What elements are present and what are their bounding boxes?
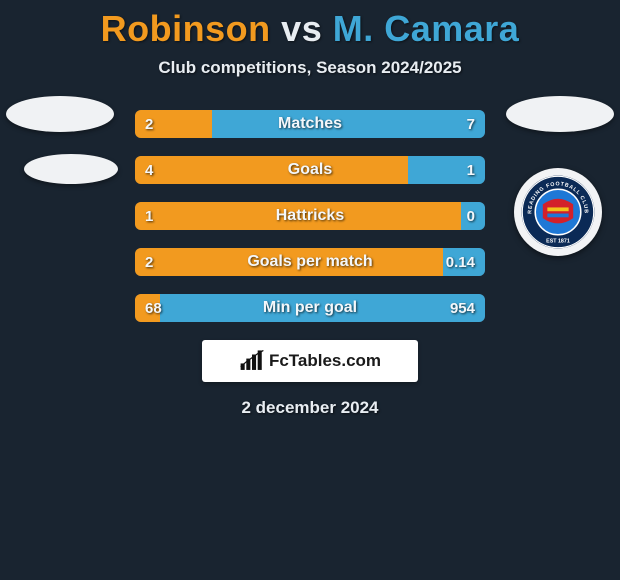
page-title: Robinson vs M. Camara — [0, 0, 620, 50]
brand-box: FcTables.com — [202, 340, 418, 382]
bars-icon — [239, 350, 265, 372]
stat-right-bar — [160, 294, 486, 322]
player2-crest-placeholder-1 — [506, 96, 614, 132]
player2-name: M. Camara — [333, 8, 520, 49]
player1-crest-placeholder-2 — [24, 154, 118, 184]
stat-row: Min per goal68954 — [135, 294, 485, 322]
stat-left-bar — [135, 110, 212, 138]
stat-left-bar — [135, 248, 443, 276]
vs-text: vs — [281, 8, 322, 49]
stat-row: Hattricks10 — [135, 202, 485, 230]
stat-right-bar — [443, 248, 485, 276]
stat-row: Goals per match20.14 — [135, 248, 485, 276]
subtitle: Club competitions, Season 2024/2025 — [0, 58, 620, 78]
player2-club-badge: READING FOOTBALL CLUB EST 1871 — [514, 168, 602, 256]
player1-crest-placeholder-1 — [6, 96, 114, 132]
comparison-content: READING FOOTBALL CLUB EST 1871 Matches27… — [0, 110, 620, 418]
player1-name: Robinson — [101, 8, 271, 49]
stat-row: Matches27 — [135, 110, 485, 138]
stat-left-bar — [135, 156, 408, 184]
stat-right-bar — [212, 110, 485, 138]
svg-text:EST 1871: EST 1871 — [546, 238, 570, 244]
date-text: 2 december 2024 — [0, 398, 620, 418]
stat-right-bar — [461, 202, 486, 230]
stat-left-bar — [135, 202, 461, 230]
stat-row: Goals41 — [135, 156, 485, 184]
stat-bars: Matches27 Goals41 Hattricks10 Goals per mat… — [135, 110, 485, 322]
brand-text: FcTables.com — [269, 351, 381, 371]
stat-left-bar — [135, 294, 160, 322]
reading-fc-badge-icon: READING FOOTBALL CLUB EST 1871 — [520, 174, 596, 250]
stat-right-bar — [408, 156, 485, 184]
